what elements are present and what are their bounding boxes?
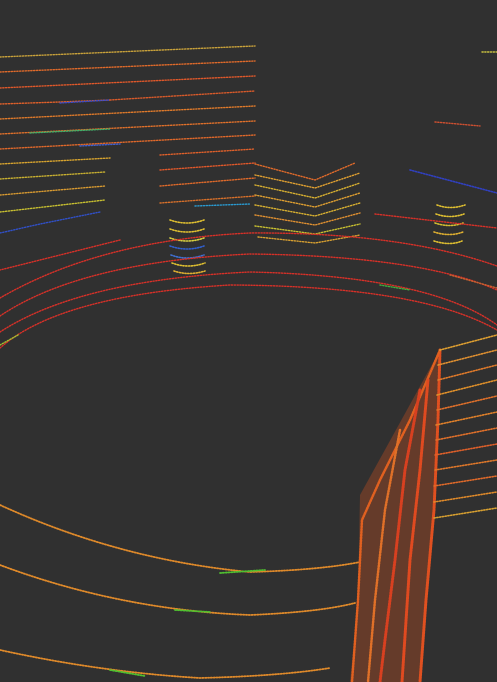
scan-line: [433, 491, 497, 503]
scan-line: [194, 203, 251, 207]
scan-line: [0, 134, 256, 150]
scan-line: [169, 245, 205, 250]
scan-line: [254, 162, 356, 181]
scan-line: [433, 507, 497, 519]
far-wall-left: [0, 45, 497, 234]
ground-rings-far: [0, 213, 497, 349]
scan-line: [171, 262, 206, 267]
scan-line: [0, 185, 106, 196]
wall-points: [366, 428, 402, 682]
scan-line: [0, 171, 106, 180]
scan-line: [169, 237, 205, 242]
scan-line: [109, 90, 256, 101]
scan-line: [435, 427, 497, 441]
wall-face: [350, 350, 440, 682]
scan-line: [0, 45, 256, 58]
scan-line: [435, 213, 465, 218]
scan-line: [59, 99, 111, 104]
scan-line: [0, 199, 106, 213]
scan-line: [374, 213, 497, 229]
scan-line: [435, 411, 497, 426]
scan-line: [434, 443, 497, 456]
scan-line: [433, 231, 464, 236]
scan-line: [159, 195, 256, 204]
scan-line: [0, 649, 331, 679]
scan-line: [0, 105, 256, 120]
ground-rings-near: [0, 504, 361, 679]
scan-line: [0, 504, 361, 573]
scan-line: [0, 211, 101, 234]
scan-line: [254, 192, 361, 208]
scan-line: [0, 157, 111, 165]
scan-line: [0, 334, 19, 346]
scan-line: [79, 143, 121, 147]
scan-line: [174, 609, 211, 613]
scan-line: [433, 475, 497, 487]
wall-points: [400, 378, 430, 682]
scan-line: [436, 379, 497, 396]
scan-line: [439, 334, 497, 351]
scan-line: [434, 459, 497, 471]
scan-line: [173, 270, 206, 275]
scan-line: [449, 274, 497, 289]
scan-line: [379, 284, 411, 291]
scan-line: [433, 240, 463, 245]
scan-line: [109, 669, 146, 677]
scan-line: [159, 148, 256, 156]
scan-line: [29, 128, 111, 134]
near-wall: [350, 334, 497, 682]
center-structure: [254, 162, 361, 244]
scan-line: [159, 162, 256, 171]
scan-line: [0, 271, 497, 333]
scan-line: [169, 228, 205, 233]
wall-points: [378, 388, 422, 682]
scan-line: [257, 234, 361, 244]
scan-line: [434, 121, 481, 127]
scan-line: [0, 564, 356, 616]
scan-line: [0, 60, 256, 73]
scan-line: [219, 569, 266, 574]
scan-line: [254, 202, 361, 217]
scan-line: [436, 395, 497, 411]
scan-line: [254, 212, 361, 226]
scan-line: [437, 364, 497, 381]
scan-line: [0, 284, 497, 349]
scan-line: [0, 75, 256, 89]
scan-line: [0, 239, 121, 271]
scan-line: [170, 254, 205, 259]
scan-line: [409, 169, 497, 194]
right-pillar: [409, 169, 497, 245]
scan-line: [437, 349, 497, 366]
scan-line: [254, 172, 361, 189]
scan-line: [0, 253, 497, 317]
wall-edge: [418, 348, 442, 682]
scan-line: [169, 219, 205, 224]
scan-line: [0, 232, 497, 299]
wall-edge: [350, 348, 442, 682]
scan-line: [436, 204, 466, 209]
left-pillar: [169, 219, 206, 275]
scan-line: [159, 177, 256, 187]
scan-line: [254, 182, 361, 199]
